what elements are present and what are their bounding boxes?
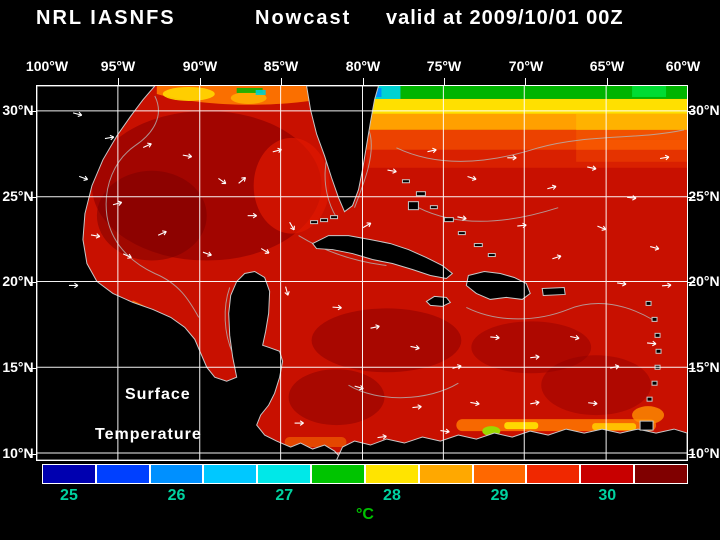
lon-label-60w: 60°W bbox=[665, 58, 701, 74]
colorbar-tick-row: 25 26 27 28 29 30 bbox=[42, 487, 688, 505]
colorbar-cell bbox=[527, 465, 580, 483]
land-puerto-rico bbox=[541, 286, 566, 296]
axis-tick bbox=[200, 78, 201, 85]
lat-label-left-30n: 30°N bbox=[2, 102, 34, 118]
colorbar-tick-27: 27 bbox=[275, 487, 294, 504]
map-annotation-surface: Surface bbox=[125, 386, 191, 403]
sst-map-graphic bbox=[37, 86, 687, 460]
graticule bbox=[37, 86, 687, 460]
axis-tick bbox=[607, 78, 608, 85]
axis-tick bbox=[29, 282, 36, 283]
lat-label-right-15n: 15°N bbox=[688, 359, 720, 375]
colorbar bbox=[42, 464, 688, 484]
land-south-america bbox=[335, 428, 687, 460]
axis-tick bbox=[29, 454, 36, 455]
land-mexico-central-america bbox=[37, 86, 344, 460]
axis-tick bbox=[525, 78, 526, 85]
lon-label-100w: 100°W bbox=[25, 58, 69, 74]
lat-label-right-25n: 25°N bbox=[688, 188, 720, 204]
colorbar-cell bbox=[312, 465, 364, 483]
axis-tick bbox=[363, 78, 364, 85]
colorbar-cell bbox=[365, 465, 418, 483]
title-product: Nowcast bbox=[255, 7, 352, 29]
lat-label-right-20n: 20°N bbox=[688, 273, 720, 289]
land-florida bbox=[306, 86, 379, 213]
lat-label-right-30n: 30°N bbox=[688, 102, 720, 118]
land-cuba bbox=[311, 235, 454, 280]
colorbar-cell bbox=[43, 465, 95, 483]
colorbar-tick-26: 26 bbox=[167, 487, 186, 504]
landmass-shapes bbox=[37, 86, 687, 460]
axis-tick bbox=[688, 282, 695, 283]
lon-label-90w: 90°W bbox=[182, 58, 218, 74]
axis-tick bbox=[281, 78, 282, 85]
colorbar-cell bbox=[581, 465, 634, 483]
colorbar-cell bbox=[258, 465, 311, 483]
colorbar-cell bbox=[150, 465, 203, 483]
axis-tick bbox=[29, 111, 36, 112]
land-hispaniola bbox=[465, 270, 531, 300]
lat-label-right-10n: 10°N bbox=[688, 445, 720, 461]
title-valid-time: valid at 2009/10/01 00Z bbox=[386, 7, 624, 29]
lat-label-left-15n: 15°N bbox=[2, 359, 34, 375]
colorbar-tick-25: 25 bbox=[60, 487, 78, 504]
colorbar-unit: °C bbox=[356, 506, 374, 523]
lon-label-75w: 75°W bbox=[426, 58, 462, 74]
axis-tick bbox=[688, 111, 695, 112]
colorbar-cell bbox=[96, 465, 149, 483]
colorbar-tick-29: 29 bbox=[490, 487, 509, 504]
axis-tick bbox=[688, 454, 695, 455]
map-annotation-temperature: Temperature bbox=[95, 426, 202, 443]
axis-tick bbox=[688, 197, 695, 198]
axis-tick bbox=[118, 78, 119, 85]
colorbar-cell bbox=[635, 465, 687, 483]
lon-label-70w: 70°W bbox=[508, 58, 544, 74]
lon-label-80w: 80°W bbox=[345, 58, 381, 74]
lat-label-left-10n: 10°N bbox=[2, 445, 34, 461]
lon-label-95w: 95°W bbox=[100, 58, 136, 74]
axis-tick bbox=[29, 368, 36, 369]
colorbar-cell bbox=[473, 465, 526, 483]
lat-label-left-25n: 25°N bbox=[2, 188, 34, 204]
axis-tick bbox=[444, 78, 445, 85]
lon-label-85w: 85°W bbox=[263, 58, 299, 74]
map-frame: Surface Temperature bbox=[29, 78, 695, 461]
lon-label-65w: 65°W bbox=[589, 58, 625, 74]
axis-tick bbox=[29, 197, 36, 198]
title-model: NRL IASNFS bbox=[36, 7, 176, 29]
lat-label-left-20n: 20°N bbox=[2, 273, 34, 289]
axis-tick bbox=[688, 368, 695, 369]
colorbar-tick-28: 28 bbox=[383, 487, 401, 504]
colorbar-tick-30: 30 bbox=[598, 487, 617, 504]
colorbar-cell bbox=[419, 465, 472, 483]
colorbar-cell bbox=[204, 465, 257, 483]
land-jamaica bbox=[425, 295, 452, 307]
